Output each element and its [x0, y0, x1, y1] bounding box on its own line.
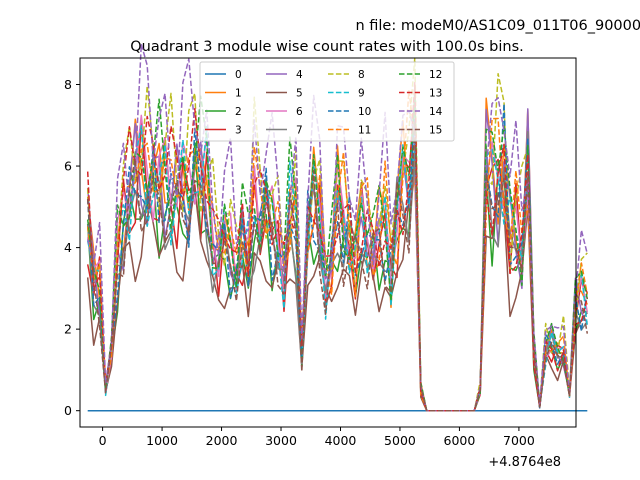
y-tick-label: 6	[64, 159, 72, 174]
series-line-8	[86, 57, 588, 412]
legend-label: 11	[358, 125, 371, 137]
series-line-12	[86, 95, 589, 412]
legend-label: 3	[235, 125, 242, 137]
legend-label: 6	[296, 106, 303, 118]
y-axis-ticks: 0 2 4 6 8	[64, 77, 80, 418]
legend-label: 15	[429, 125, 442, 137]
series-line-9	[86, 124, 589, 412]
legend-label: 4	[296, 69, 303, 81]
legend-label: 12	[429, 69, 442, 81]
legend-label: 0	[235, 69, 242, 81]
x-tick-label: 7000	[503, 433, 535, 448]
series-line-11	[86, 90, 589, 412]
legend-label: 8	[358, 69, 365, 81]
series-lines	[86, 43, 589, 412]
x-tick-label: 5000	[384, 433, 416, 448]
x-tick-label: 1000	[146, 433, 178, 448]
y-tick-label: 0	[64, 403, 72, 418]
x-tick-label: 2000	[206, 433, 238, 448]
chart-title: Quadrant 3 module wise count rates with …	[130, 39, 524, 55]
legend-label: 9	[358, 88, 365, 100]
series-line-15	[86, 120, 589, 412]
legend-label: 10	[358, 106, 371, 118]
legend-label: 5	[296, 88, 303, 100]
series-line-13	[86, 81, 589, 412]
x-axis-ticks: 0 1000 2000 3000 4000 5000 6000 7000	[99, 427, 535, 448]
legend-label: 14	[429, 106, 443, 118]
legend-label: 1	[235, 88, 242, 100]
series-line-14	[86, 43, 589, 412]
chart-suptitle: n file: modeM0/AS1C09_011T06_9000006478_…	[355, 18, 640, 34]
y-tick-label: 8	[64, 77, 72, 92]
y-tick-label: 4	[64, 240, 72, 255]
legend-label: 7	[296, 125, 303, 137]
plot-frame	[79, 57, 577, 428]
y-tick-label: 2	[64, 322, 72, 337]
legend-box	[199, 61, 455, 142]
series-line-10	[86, 102, 589, 412]
legend-label: 2	[235, 106, 242, 118]
x-tick-label: 6000	[444, 433, 476, 448]
x-tick-label: 3000	[265, 433, 297, 448]
x-offset-label: +4.8764e8	[488, 455, 561, 470]
legend-label: 13	[429, 88, 442, 100]
x-tick-label: 4000	[325, 433, 357, 448]
x-tick-label: 0	[99, 433, 107, 448]
